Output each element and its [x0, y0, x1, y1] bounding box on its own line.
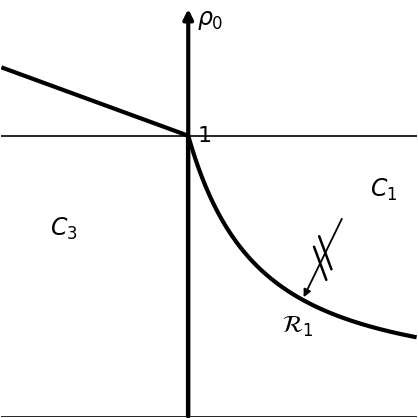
Text: $1$: $1$: [196, 125, 211, 147]
Text: $\mathcal{R}_1$: $\mathcal{R}_1$: [282, 314, 313, 339]
Text: $C_3$: $C_3$: [50, 215, 77, 242]
Text: $C_1$: $C_1$: [370, 176, 397, 203]
Text: $\rho_0$: $\rho_0$: [196, 9, 223, 32]
